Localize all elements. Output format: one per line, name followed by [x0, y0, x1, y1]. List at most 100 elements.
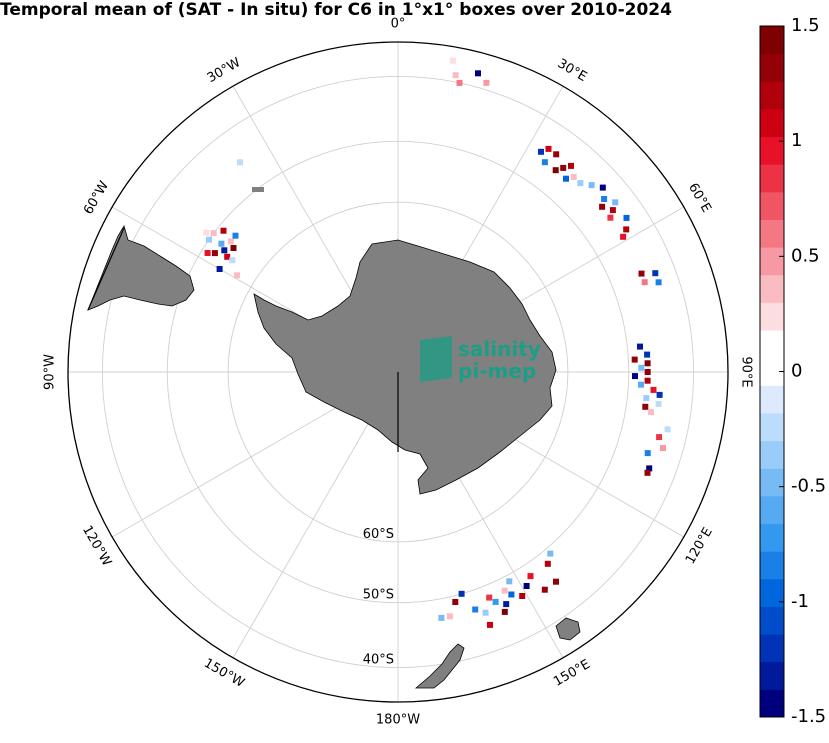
data-box — [656, 434, 663, 441]
data-box — [492, 598, 499, 605]
data-box — [456, 79, 463, 86]
latitude-label: 40°S — [363, 653, 394, 668]
colorbar-swatch — [760, 495, 784, 525]
land-masses — [87, 187, 581, 689]
colorbar-tick-label: -0.5 — [791, 476, 826, 497]
data-box — [472, 606, 479, 613]
data-box — [650, 386, 657, 393]
data-box — [560, 164, 567, 171]
new-zealand-landmass — [414, 643, 465, 689]
colorbar-tick-label: 1.5 — [791, 15, 820, 36]
data-box — [568, 162, 574, 169]
data-box — [206, 236, 212, 243]
data-box — [545, 145, 552, 152]
data-box — [607, 214, 614, 221]
data-box — [644, 450, 651, 457]
colorbar-tick-label: 0 — [791, 361, 802, 382]
data-box — [210, 230, 217, 237]
data-box — [237, 159, 243, 166]
data-box — [544, 560, 551, 567]
colorbar-swatch — [760, 634, 784, 663]
data-box — [452, 72, 459, 79]
chart-title: Temporal mean of (SAT - In situ) for C6 … — [0, 0, 672, 20]
meridian — [232, 85, 371, 325]
data-box — [660, 445, 666, 451]
data-box — [623, 226, 630, 233]
data-box — [652, 270, 659, 277]
data-box — [224, 253, 231, 260]
data-box — [487, 621, 493, 628]
data-box — [638, 364, 645, 371]
colorbar-swatch — [760, 468, 784, 497]
longitude-label: 90°W — [43, 354, 58, 390]
data-box — [218, 240, 225, 247]
colorbar-swatch — [760, 26, 784, 55]
colorbar-swatch — [760, 661, 784, 690]
longitude-label: 90°E — [739, 356, 754, 387]
data-box — [643, 395, 650, 402]
logo-text-salinity: salinity — [458, 337, 541, 361]
data-box — [538, 148, 544, 155]
colorbar-tick-label: 0.5 — [791, 245, 820, 266]
data-box — [232, 232, 239, 239]
data-box — [577, 180, 584, 187]
data-box — [553, 578, 559, 585]
colorbar-swatch — [760, 164, 784, 193]
colorbar-tick-label: -1 — [791, 591, 809, 612]
colorbar-swatch — [760, 219, 784, 248]
data-box — [638, 381, 644, 388]
data-box — [599, 184, 606, 191]
data-box — [523, 583, 530, 589]
data-box — [482, 609, 489, 616]
colorbar-swatch — [760, 53, 784, 82]
data-box — [508, 591, 515, 598]
data-box — [644, 360, 651, 367]
colorbar-swatch — [760, 578, 784, 607]
colorbar-tick-label: 1 — [791, 130, 802, 151]
data-box — [588, 182, 595, 189]
data-box — [527, 573, 534, 580]
coastline-edge — [87, 227, 125, 311]
tasmania-landmass — [555, 617, 581, 641]
longitude-label: 180°W — [376, 713, 420, 728]
data-box — [211, 250, 218, 257]
antarctica-landmass — [253, 239, 557, 495]
data-box — [623, 214, 630, 221]
data-box — [483, 79, 490, 86]
meridian — [232, 419, 371, 659]
colorbar-swatch — [760, 606, 784, 635]
data-box — [486, 594, 493, 601]
data-box — [563, 175, 569, 182]
data-box — [620, 233, 627, 240]
map-boundary — [67, 41, 729, 703]
data-box — [638, 270, 645, 277]
salinity-pimep-logo: salinity pi-mep — [420, 336, 541, 383]
data-box — [601, 196, 608, 202]
data-box — [609, 207, 616, 214]
colorbar-swatch — [760, 412, 784, 442]
colorbar-swatch — [760, 191, 784, 220]
colorbar-swatch — [760, 108, 784, 138]
colorbar-swatch — [760, 440, 784, 469]
data-box — [216, 266, 223, 272]
data-box — [230, 245, 237, 251]
data-box — [503, 601, 510, 608]
colorbar-swatch — [760, 302, 784, 331]
data-box — [570, 173, 577, 180]
data-box — [599, 203, 606, 210]
colorbar-swatch — [760, 274, 784, 303]
data-box — [229, 257, 236, 264]
data-box — [227, 238, 234, 245]
data-box — [655, 401, 662, 407]
data-box — [541, 159, 548, 166]
data-box — [612, 199, 619, 206]
data-box — [449, 57, 456, 64]
data-box — [506, 578, 513, 585]
colorbar-swatch — [760, 385, 784, 414]
colorbar-ticks: 1.5 1 0.5 0 -0.5 -1 -1.5 — [779, 15, 826, 727]
data-box — [458, 590, 465, 597]
meridian — [111, 399, 351, 538]
data-box — [637, 343, 643, 350]
